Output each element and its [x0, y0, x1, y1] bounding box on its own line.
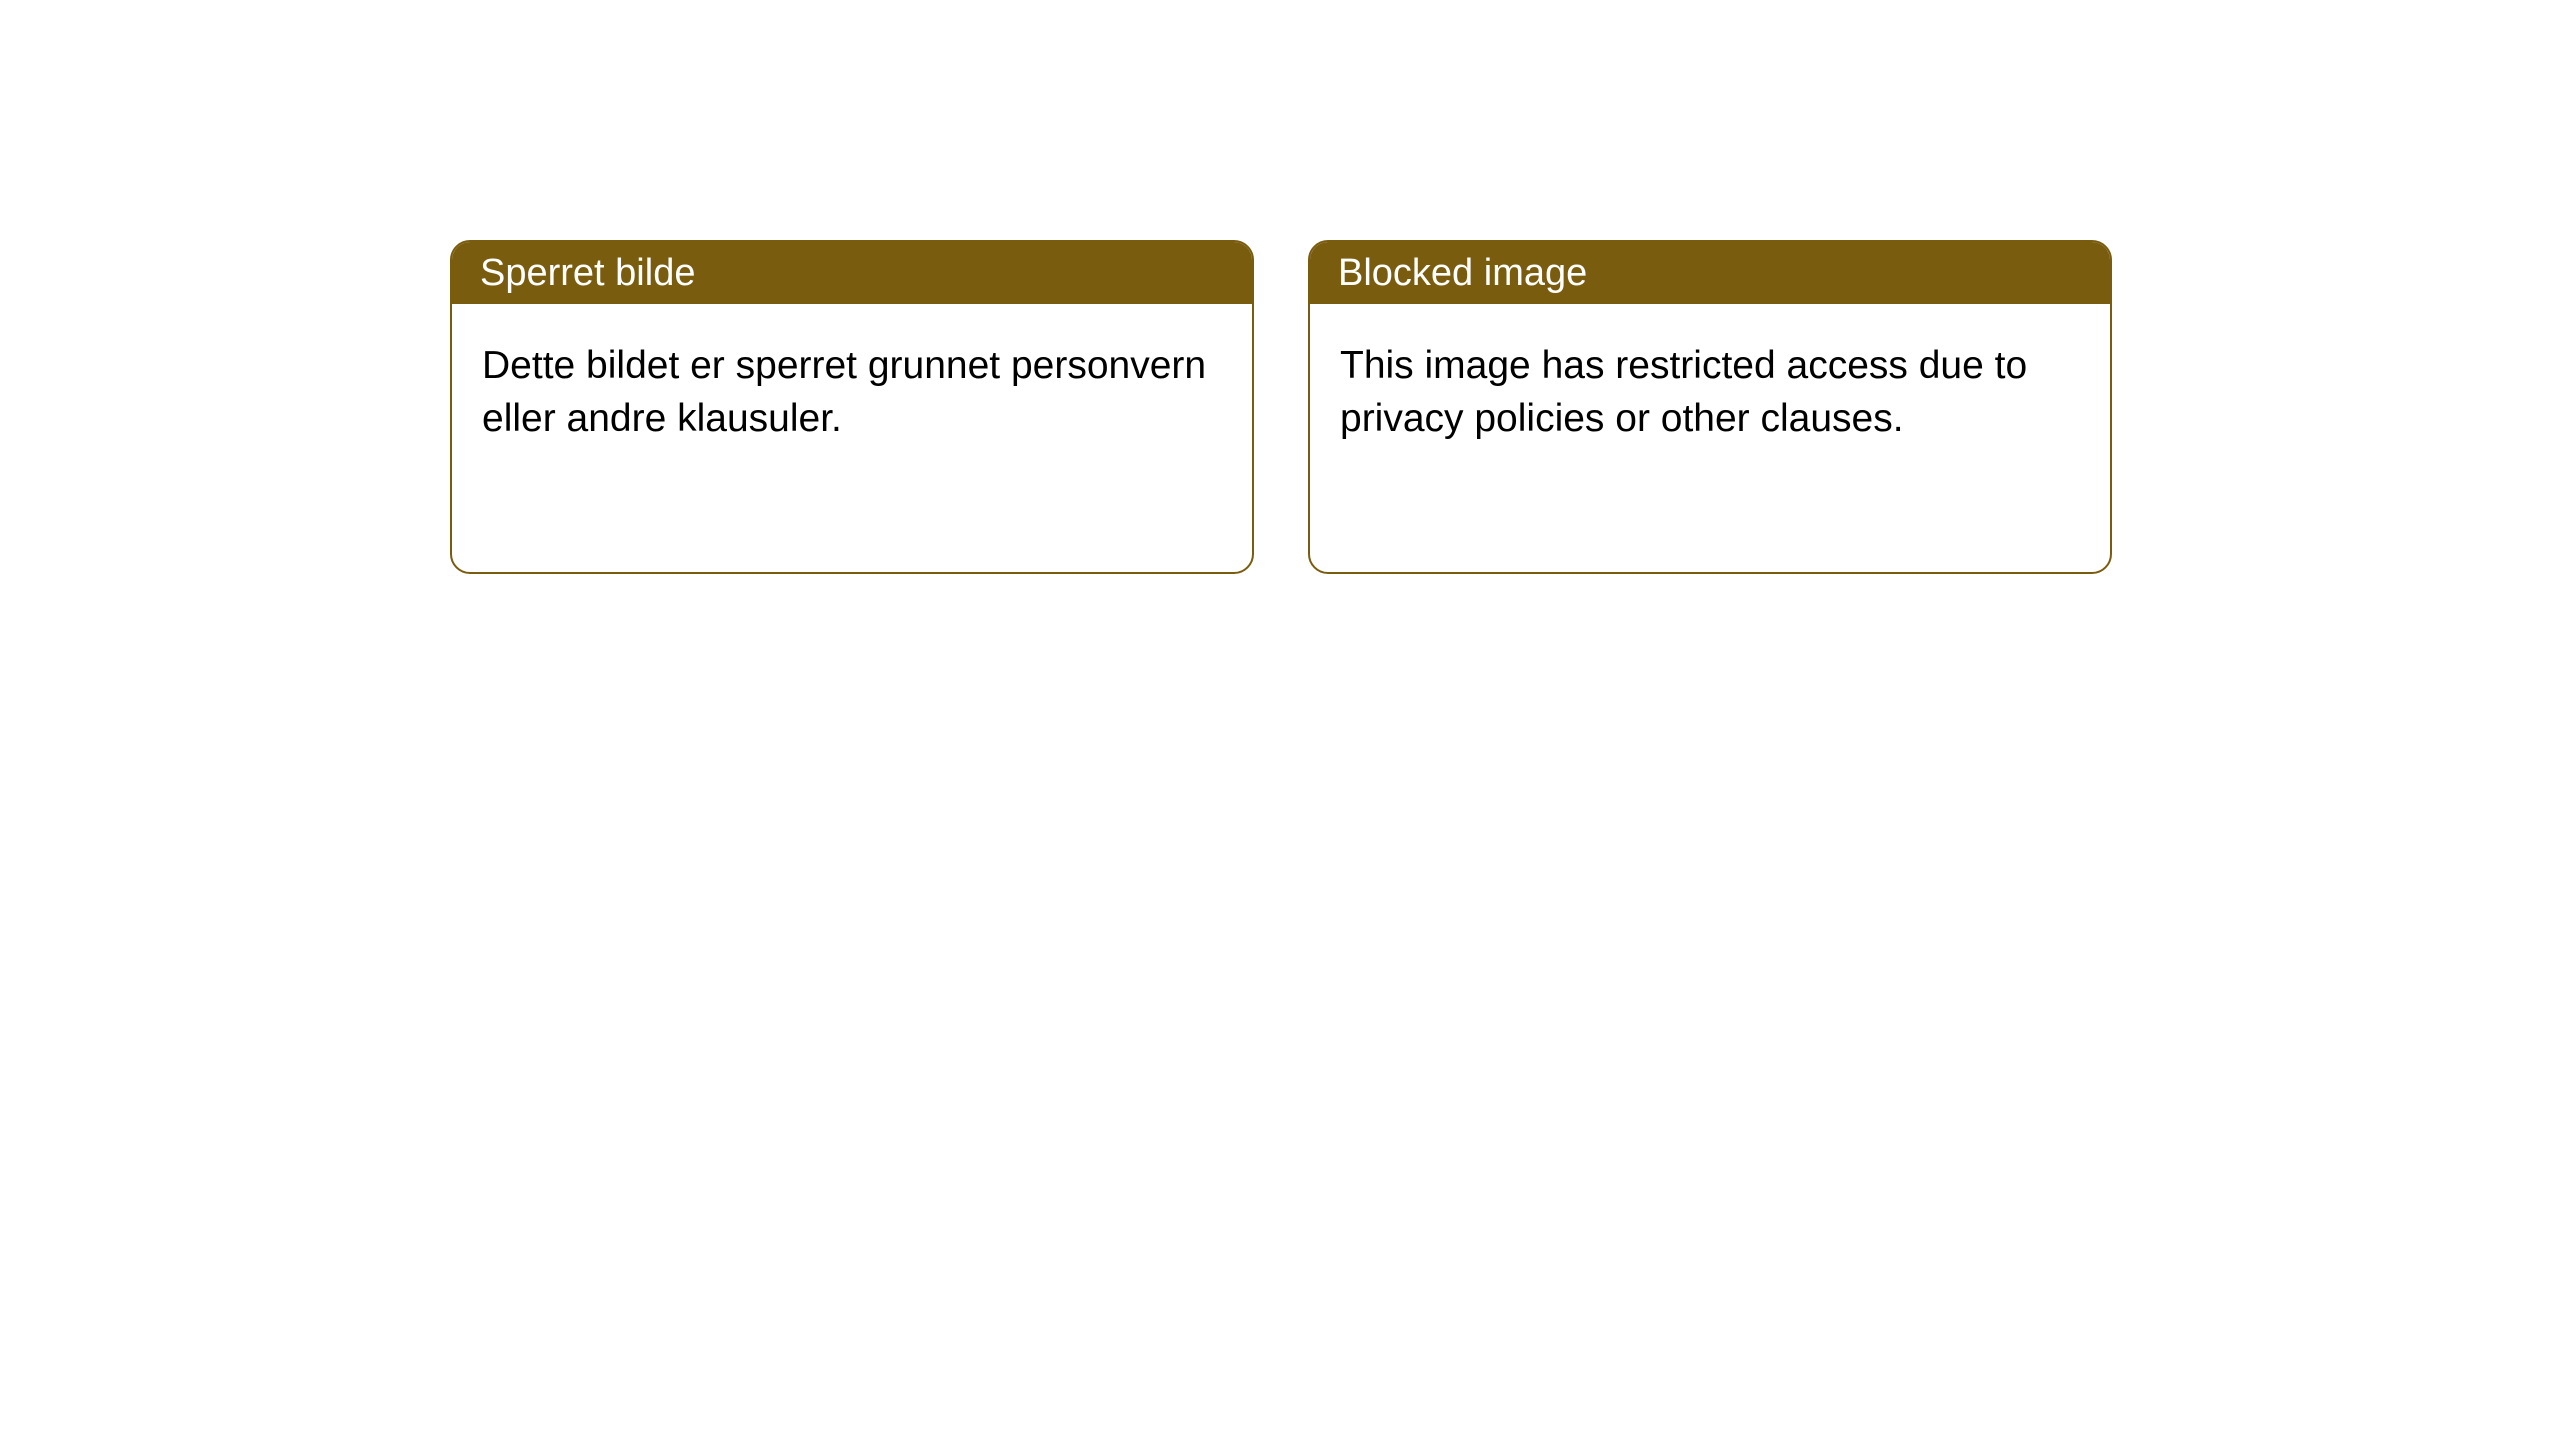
blocked-image-card-english: Blocked image This image has restricted … — [1308, 240, 2112, 574]
card-title: Blocked image — [1338, 252, 1587, 295]
card-header: Sperret bilde — [452, 242, 1252, 304]
card-header: Blocked image — [1310, 242, 2110, 304]
card-body-text: Dette bildet er sperret grunnet personve… — [482, 344, 1206, 440]
card-body: This image has restricted access due to … — [1310, 304, 2110, 481]
card-body-text: This image has restricted access due to … — [1340, 344, 2027, 440]
blocked-image-card-norwegian: Sperret bilde Dette bildet er sperret gr… — [450, 240, 1254, 574]
card-title: Sperret bilde — [480, 252, 695, 295]
card-body: Dette bildet er sperret grunnet personve… — [452, 304, 1252, 481]
cards-container: Sperret bilde Dette bildet er sperret gr… — [0, 0, 2560, 574]
